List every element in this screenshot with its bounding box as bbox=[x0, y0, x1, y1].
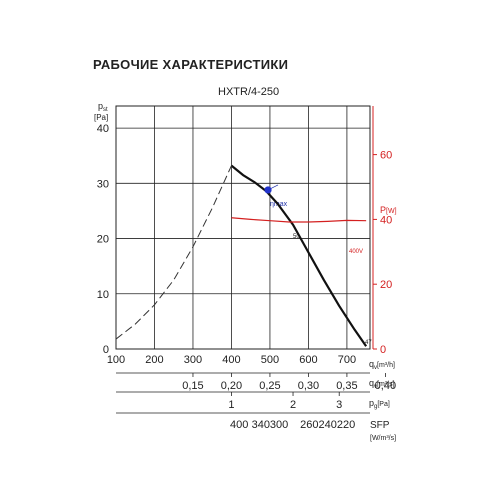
label-400v: 400V bbox=[349, 249, 363, 255]
y-left-axis-label: pst bbox=[98, 101, 108, 113]
x-label-sub: v bbox=[374, 365, 377, 371]
scale-qv-m3s-tick-label: 0,35 bbox=[336, 380, 357, 392]
x-label-main: q bbox=[369, 359, 374, 369]
scale-pg-label-sub: g bbox=[374, 404, 377, 410]
y-right-tick-label: 0 bbox=[380, 344, 386, 356]
scale-sfp-tick-label: 400 bbox=[230, 419, 248, 431]
y-right-label-unit: [W] bbox=[386, 208, 397, 215]
y-left-label-main: p bbox=[98, 101, 103, 111]
pressure-curve-extension bbox=[115, 165, 232, 340]
x-label-unit: [m³/h] bbox=[377, 362, 395, 369]
x-tick-label: 100 bbox=[107, 354, 125, 366]
scale-qv-m3s-tick-label: 0,25 bbox=[259, 380, 280, 392]
x-axis-label: qv[m³/h] bbox=[369, 359, 395, 371]
chart-title: HXTR/4-250 bbox=[218, 86, 279, 98]
scale-layer: 0,15 0,20 0,25 0,30 0,35 0,40 1 2 3 400 340300 2602… bbox=[116, 372, 396, 431]
y-left-tick-label: 20 bbox=[97, 234, 109, 246]
scale-pg-label-main: p bbox=[369, 398, 374, 408]
y-left-axis-unit: [Pa] bbox=[94, 113, 108, 122]
y-right-label-main: P bbox=[380, 205, 386, 215]
label-47: 47 bbox=[365, 340, 372, 346]
x-tick-label: 400 bbox=[222, 354, 240, 366]
y-left-tick-label: 10 bbox=[97, 289, 109, 301]
scale-pg-tick-label: 1 bbox=[228, 399, 234, 411]
y-left-tick-label: 0 bbox=[103, 344, 109, 356]
x-tick-label: 500 bbox=[261, 354, 279, 366]
x-tick-label: 200 bbox=[145, 354, 163, 366]
pressure-curve bbox=[230, 164, 368, 347]
scale-qv-m3s-tick-label: 0,30 bbox=[298, 380, 319, 392]
eta-max-point bbox=[264, 186, 272, 194]
scale-pg-label: pg[Pa] bbox=[369, 398, 390, 410]
label-50: 50 bbox=[293, 234, 300, 240]
scale-qv-m3s-label-main: q bbox=[369, 378, 374, 388]
scale-sfp-tick-label: 260240220 bbox=[300, 419, 355, 431]
scale-qv-m3s-tick-label: 0,15 bbox=[182, 380, 203, 392]
scale-qv-m3s-label: qv[m³/s] bbox=[369, 378, 395, 390]
scale-pg-label-unit: [Pa] bbox=[377, 401, 390, 408]
scale-pg-tick-label: 2 bbox=[290, 399, 296, 411]
y-right-tick-label: 20 bbox=[380, 279, 392, 291]
y-right-tick-label: 40 bbox=[380, 214, 392, 226]
scale-sfp-unit: [W/m³/s] bbox=[370, 435, 396, 442]
scale-qv-m3s-tick-label: 0,40 bbox=[375, 380, 396, 392]
scale-sfp-tick-label: 340300 bbox=[252, 419, 289, 431]
grid-layer bbox=[115, 105, 371, 350]
scale-qv-m3s-label-unit: [m³/s] bbox=[377, 381, 395, 388]
x-tick-label: 300 bbox=[184, 354, 202, 366]
y-right-axis-label: P[W] bbox=[380, 205, 397, 215]
y-right-tick-label: 60 bbox=[380, 150, 392, 162]
y-left-tick-label: 40 bbox=[97, 123, 109, 135]
y-left-label-sub: st bbox=[103, 107, 108, 113]
page-title: РАБОЧИЕ ХАРАКТЕРИСТИКИ bbox=[93, 57, 289, 72]
scale-qv-m3s-label-sub: v bbox=[374, 384, 377, 390]
scale-pg-tick-label: 3 bbox=[336, 399, 342, 411]
plot-frame bbox=[115, 105, 371, 350]
x-tick-label: 600 bbox=[299, 354, 317, 366]
y-left-tick-label: 30 bbox=[97, 178, 109, 190]
series-layer bbox=[115, 164, 368, 347]
scale-sfp-label: SFP bbox=[370, 420, 390, 431]
scale-qv-m3s-tick-label: 0,20 bbox=[221, 380, 242, 392]
x-tick-label: 700 bbox=[338, 354, 356, 366]
power-curve bbox=[231, 217, 367, 223]
